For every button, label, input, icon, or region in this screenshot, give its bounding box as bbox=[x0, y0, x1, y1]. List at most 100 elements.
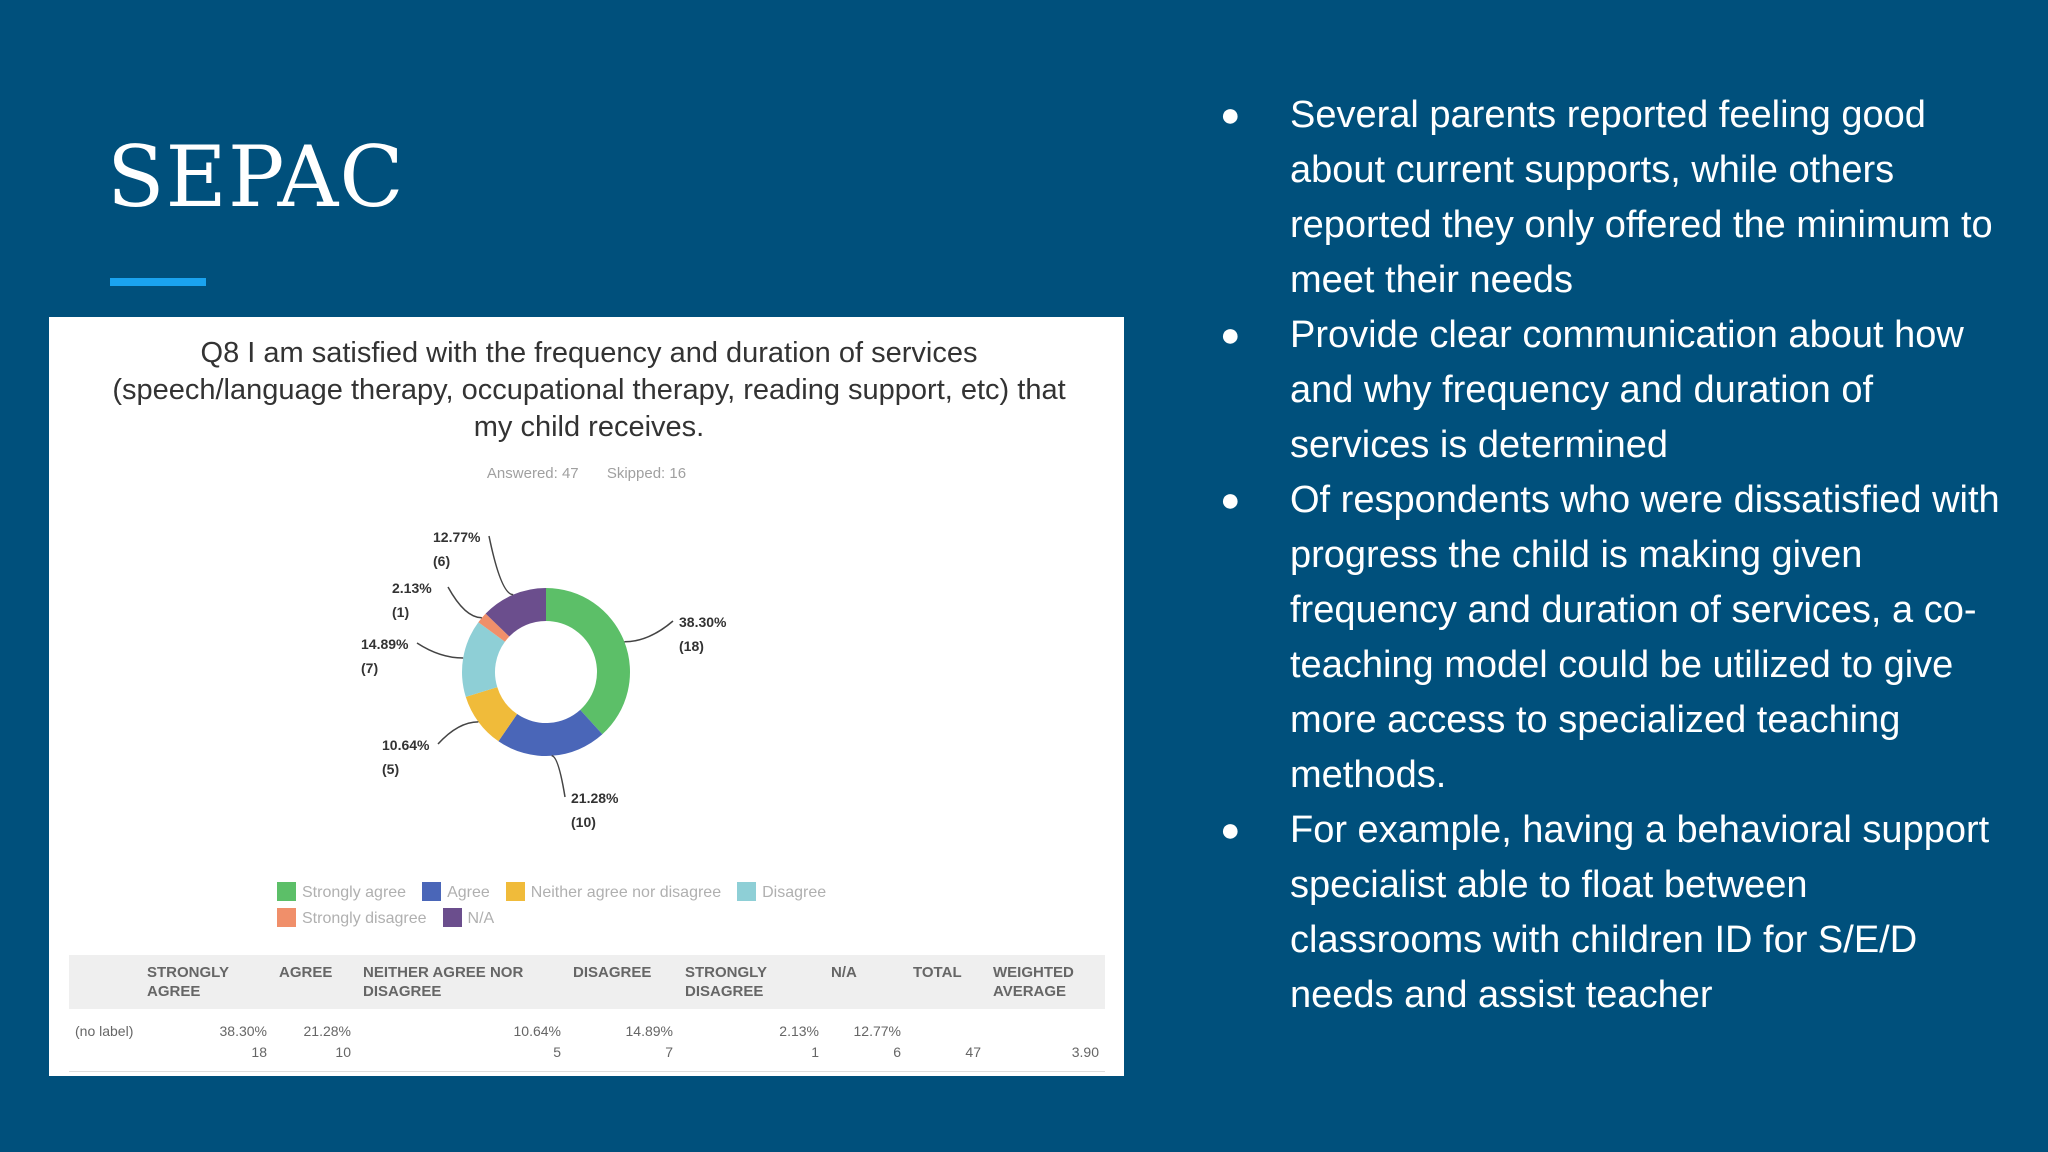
legend-item: Neither agree nor disagree bbox=[505, 880, 722, 906]
slice-percent-label: 38.30% bbox=[679, 614, 727, 630]
slice-count-label: (18) bbox=[679, 638, 704, 654]
table-cell: 12.77% 6 bbox=[825, 1009, 907, 1072]
leader-line bbox=[416, 642, 464, 659]
leader-line bbox=[437, 721, 479, 745]
cell-count: 18 bbox=[251, 1044, 267, 1060]
cell-count: 6 bbox=[893, 1044, 901, 1060]
bullet-text: For example, having a behavioral support… bbox=[1290, 809, 1990, 1016]
bullet-text: Several parents reported feeling good ab… bbox=[1290, 94, 1993, 301]
donut-slice-n-a bbox=[485, 588, 546, 637]
table-column-header: NEITHER AGREE NOR DISAGREE bbox=[357, 955, 567, 1009]
leader-line bbox=[624, 620, 674, 643]
cell-count: 1 bbox=[811, 1044, 819, 1060]
table-column-header bbox=[69, 955, 141, 1009]
donut-slice-strongly-agree bbox=[546, 588, 630, 735]
table-column-header: STRONGLY DISAGREE bbox=[679, 955, 825, 1009]
cell-count: 5 bbox=[553, 1044, 561, 1060]
bullet-dot-icon: ● bbox=[1220, 481, 1241, 519]
slice-count-label: (10) bbox=[571, 814, 596, 830]
slice-percent-label: 21.28% bbox=[571, 790, 619, 806]
slice-count-label: (1) bbox=[392, 604, 409, 620]
row-label: (no label) bbox=[69, 1009, 141, 1072]
table-column-header: STRONGLY AGREE bbox=[141, 955, 273, 1009]
bullet-item: ● Provide clear communication about how a… bbox=[1210, 308, 2010, 473]
table-header-row: STRONGLY AGREE AGREE NEITHER AGREE NOR DIS… bbox=[69, 955, 1105, 1009]
leader-line bbox=[551, 755, 566, 798]
donut-slice-strongly-disagree bbox=[478, 613, 510, 642]
answered-count: Answered: 47 bbox=[486, 465, 579, 482]
cell-percent: 10.64% bbox=[513, 1023, 561, 1039]
cell-count: 7 bbox=[665, 1044, 673, 1060]
cell-percent bbox=[913, 1021, 981, 1042]
table-cell: 21.28% 10 bbox=[273, 1009, 357, 1072]
bullet-text: Of respondents who were dissatisfied wit… bbox=[1290, 479, 2000, 796]
legend-swatch bbox=[277, 908, 296, 927]
legend-item: Disagree bbox=[737, 880, 826, 906]
legend-item: Strongly disagree bbox=[277, 906, 427, 932]
legend-swatch bbox=[277, 882, 296, 901]
donut-slice-disagree bbox=[462, 622, 505, 697]
table-cell: 14.89% 7 bbox=[567, 1009, 679, 1072]
slice-count-label: (7) bbox=[361, 660, 378, 676]
slice-percent-label: 2.13% bbox=[392, 580, 432, 596]
cell-percent: 38.30% bbox=[219, 1023, 267, 1039]
slice-count-label: (6) bbox=[433, 553, 450, 569]
table-cell: 47 bbox=[907, 1009, 987, 1072]
slice-percent-label: 14.89% bbox=[361, 636, 409, 652]
legend-label: Disagree bbox=[762, 884, 827, 901]
bullet-item: ● For example, having a behavioral suppor… bbox=[1210, 803, 2010, 1023]
summary-table: STRONGLY AGREE AGREE NEITHER AGREE NOR DIS… bbox=[69, 955, 1105, 1072]
bullet-dot-icon: ● bbox=[1220, 811, 1241, 849]
legend-item: N/A bbox=[442, 906, 495, 932]
table-row: (no label) 38.30% 18 21.28% 10 10.64% 5 14.89% 7… bbox=[69, 1009, 1105, 1072]
cell-percent: 21.28% bbox=[303, 1023, 351, 1039]
table-column-header: AGREE bbox=[273, 955, 357, 1009]
legend-label: N/A bbox=[467, 910, 495, 927]
bullet-list: ● Several parents reported feeling good a… bbox=[1210, 88, 2010, 1023]
cell-percent bbox=[993, 1021, 1099, 1042]
title-accent-rule bbox=[110, 278, 206, 286]
legend-swatch bbox=[505, 882, 525, 901]
table-cell: 2.13% 1 bbox=[679, 1009, 825, 1072]
cell-percent: 2.13% bbox=[779, 1023, 819, 1039]
donut-slice-agree bbox=[498, 709, 603, 756]
legend-item: Strongly agree bbox=[277, 880, 406, 906]
legend-label: Neither agree nor disagree bbox=[530, 884, 722, 901]
bullet-dot-icon: ● bbox=[1220, 316, 1241, 354]
table-cell: 3.90 bbox=[987, 1009, 1105, 1072]
legend-swatch bbox=[737, 882, 757, 901]
chart-title: Q8 I am satisfied with the frequency and… bbox=[112, 337, 1066, 443]
table-column-header: TOTAL bbox=[907, 955, 987, 1009]
bullet-item: ● Several parents reported feeling good a… bbox=[1210, 88, 2010, 308]
table-column-header: WEIGHTED AVERAGE bbox=[987, 955, 1105, 1009]
slice-percent-label: 12.77% bbox=[433, 529, 481, 545]
table-cell: 10.64% 5 bbox=[357, 1009, 567, 1072]
table-column-header: DISAGREE bbox=[567, 955, 679, 1009]
table-cell: 38.30% 18 bbox=[141, 1009, 273, 1072]
bullet-text: Provide clear communication about how an… bbox=[1290, 314, 1964, 466]
cell-count: 3.90 bbox=[1071, 1044, 1099, 1060]
bullet-dot-icon: ● bbox=[1220, 96, 1241, 134]
legend-swatch bbox=[422, 882, 442, 901]
response-stats: Answered: 47 Skipped: 16 bbox=[49, 465, 1124, 482]
legend-label: Agree bbox=[447, 884, 490, 901]
legend-item: Agree bbox=[422, 880, 490, 906]
donut-chart: 38.30% (18) 21.28% (10) 10.64% (5) 14.89% (7) 2.… bbox=[361, 529, 727, 830]
bullet-item: ● Of respondents who were dissatisfied wi… bbox=[1210, 473, 2010, 803]
cell-count: 47 bbox=[965, 1044, 981, 1060]
survey-chart-panel: Q8 I am satisfied with the frequency and… bbox=[49, 317, 1124, 1076]
table-column-header: N/A bbox=[825, 955, 907, 1009]
leader-line bbox=[488, 535, 514, 596]
cell-count: 10 bbox=[335, 1044, 351, 1060]
legend-label: Strongly disagree bbox=[302, 910, 427, 927]
legend-swatch bbox=[442, 908, 462, 927]
donut-slice-neither-agree-nor-disagree bbox=[465, 687, 518, 742]
chart-legend: Strongly agree Agree Neither agree nor dis… bbox=[277, 880, 917, 932]
skipped-count: Skipped: 16 bbox=[606, 465, 687, 482]
legend-label: Strongly agree bbox=[302, 884, 407, 901]
slice-count-label: (5) bbox=[382, 761, 399, 777]
slide-title: SEPAC bbox=[107, 128, 405, 226]
cell-percent: 12.77% bbox=[853, 1023, 901, 1039]
cell-percent: 14.89% bbox=[625, 1023, 673, 1039]
slice-percent-label: 10.64% bbox=[382, 737, 430, 753]
